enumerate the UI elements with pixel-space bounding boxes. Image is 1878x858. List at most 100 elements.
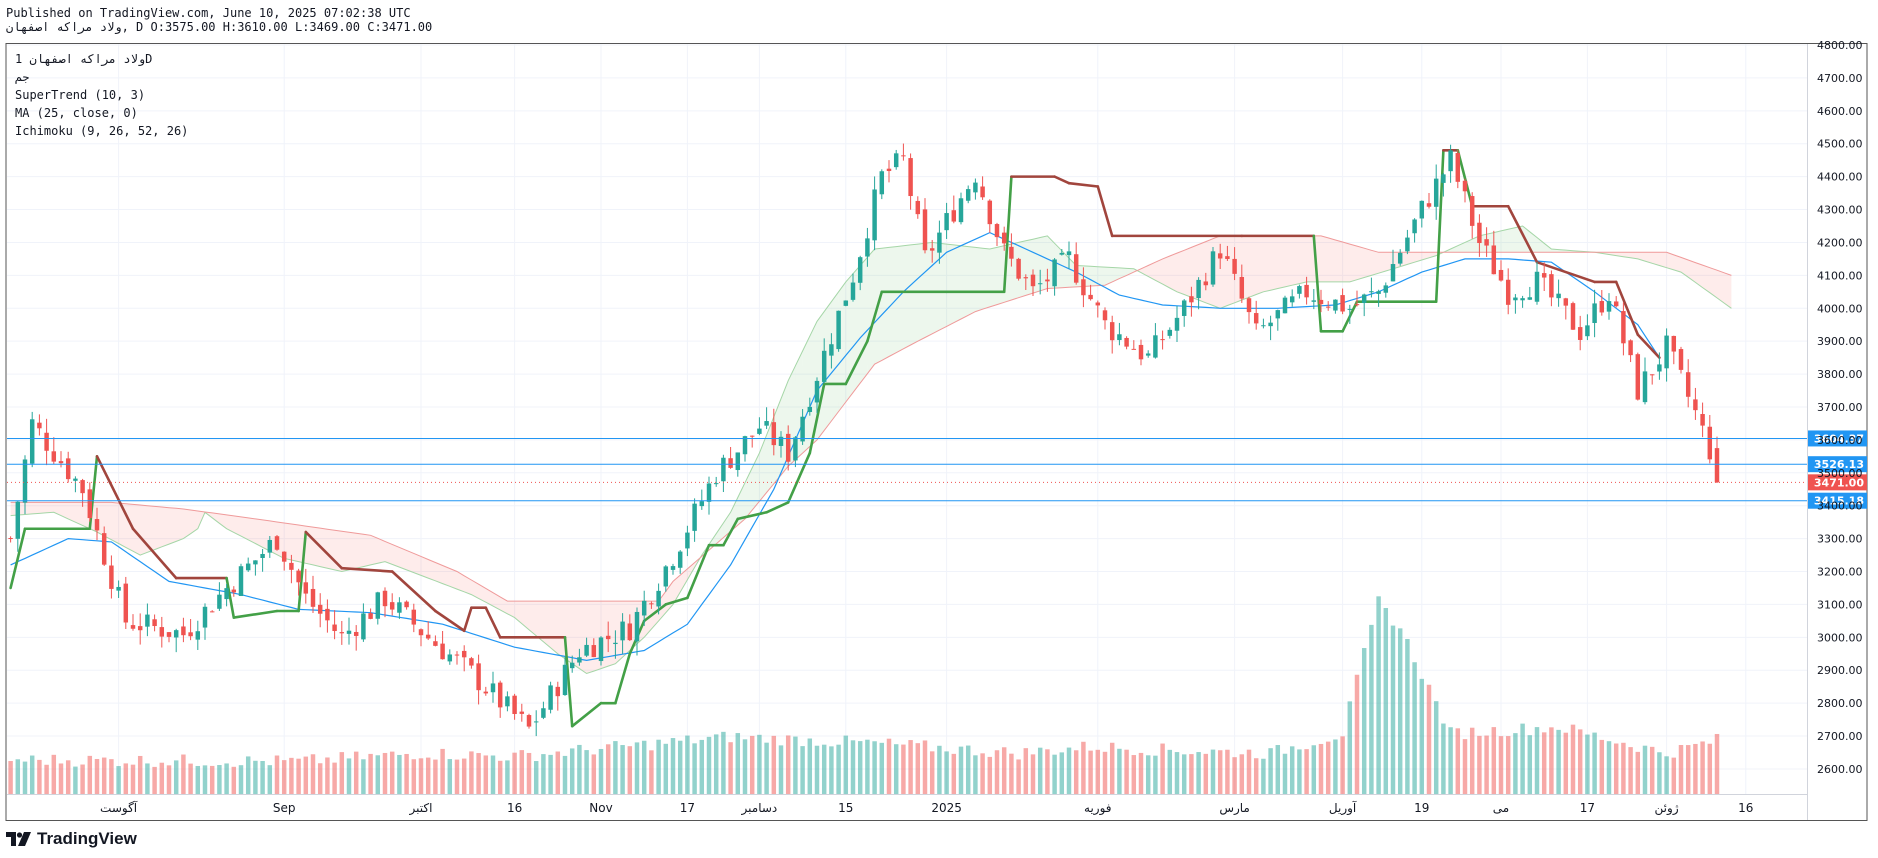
candle-body: [490, 683, 496, 693]
candle: [1261, 318, 1266, 329]
time-axis[interactable]: آگوست Sep اکتبر 16 Nov 17 دسامبر 15 2025 فوریه مار…: [100, 800, 1753, 816]
candle: [569, 655, 575, 673]
volume-bar: [1635, 751, 1641, 794]
price-axis[interactable]: 2600.00 2700.00 2800.00 2900.00 3000.00 3100.…: [1817, 39, 1863, 776]
cloud-segment: [1148, 262, 1156, 281]
price-tick-label: 3900.00: [1817, 335, 1863, 348]
candle: [1657, 352, 1662, 380]
legend-ichimoku[interactable]: Ichimoku (9, 26, 52, 26): [15, 124, 189, 138]
volume-bar: [1138, 752, 1144, 794]
cloud-segment: [284, 522, 292, 561]
tradingview-logo[interactable]: TradingView: [6, 829, 137, 849]
candle: [1124, 336, 1129, 350]
candle-body: [1037, 283, 1043, 285]
candle-body: [109, 565, 114, 589]
horizontal-line-label: 3604.37: [1814, 432, 1864, 445]
cloud-segment: [622, 601, 630, 658]
cloud-segment: [889, 246, 897, 357]
candle-body: [1095, 302, 1101, 306]
candle-body: [1441, 174, 1446, 183]
price-tick-label: 2900.00: [1817, 664, 1863, 677]
candles[interactable]: [8, 143, 1720, 737]
cloud-segment: [723, 512, 731, 538]
volume-bar: [15, 759, 21, 794]
symbol-ohlc-line: ولاد مراکه اصفهان, D O:3575.00 H:3610.00…: [6, 20, 433, 34]
cloud-segment: [1681, 257, 1689, 278]
candle-body: [1585, 325, 1590, 337]
volume-bar: [1505, 736, 1511, 794]
legend-ma[interactable]: MA (25, close, 0): [15, 106, 138, 120]
supertrend-segment: [614, 652, 632, 705]
candle-body: [958, 198, 964, 223]
volume-bar: [1397, 628, 1403, 794]
candle-body: [548, 685, 553, 710]
candle-body: [965, 189, 971, 201]
time-tick-label: 16: [507, 801, 522, 815]
cloud-segment: [1177, 250, 1185, 295]
time-tick-label: مارس: [1219, 801, 1250, 816]
cloud-segment: [752, 453, 760, 511]
candle: [8, 536, 13, 543]
volume-bar: [1196, 752, 1201, 794]
candle-body: [1347, 308, 1353, 310]
candle: [1462, 178, 1468, 203]
cloud-segment: [1465, 239, 1473, 253]
candle-body: [425, 634, 431, 639]
cloud-segment: [1364, 248, 1372, 278]
candle: [353, 625, 359, 651]
candle: [238, 563, 244, 596]
volume-bar: [1657, 752, 1662, 794]
candle: [397, 597, 402, 619]
candle-body: [361, 613, 366, 640]
supertrend-segment: [131, 527, 178, 580]
supertrend-segment: [462, 606, 473, 633]
legend-supertrend[interactable]: SuperTrend (10, 3): [15, 88, 146, 102]
candle: [1397, 249, 1403, 266]
candle-body: [130, 625, 136, 629]
cloud-segment: [1227, 235, 1235, 306]
candle-body: [1491, 245, 1497, 275]
cloud-segment: [255, 518, 263, 548]
candle: [310, 575, 316, 613]
candle-body: [987, 200, 993, 225]
candle-body: [44, 432, 49, 451]
candle: [1606, 293, 1612, 320]
candle-body: [310, 588, 316, 607]
cloud-segment: [399, 547, 407, 570]
volume-bar: [1606, 741, 1612, 794]
candle-body: [1289, 296, 1295, 303]
candle: [987, 199, 993, 233]
cloud-segment: [39, 502, 47, 514]
volume-bar: [1549, 727, 1554, 794]
cloud-segment: [881, 247, 889, 361]
candle: [1390, 249, 1396, 282]
supertrend-segment: [664, 596, 689, 606]
horizontal-lines[interactable]: 3604.37 3526.13 3415.18 3471.00: [7, 430, 1867, 509]
candle-body: [202, 606, 208, 628]
candle: [1289, 289, 1295, 307]
volume-bar: [1469, 727, 1475, 794]
candle-body: [1628, 340, 1633, 356]
candle: [685, 525, 690, 557]
candle-body: [397, 602, 402, 613]
candle: [152, 614, 157, 632]
volume-bar: [1023, 748, 1029, 794]
volume-bar: [51, 754, 57, 794]
price-tick-label: 3600.00: [1817, 434, 1863, 447]
candle: [649, 601, 654, 609]
volume-bar: [346, 758, 352, 794]
price-tick-label: 3800.00: [1817, 368, 1863, 381]
candle: [1491, 230, 1497, 275]
volume-bar: [951, 753, 957, 794]
candle: [1268, 315, 1273, 341]
candle-body: [713, 483, 719, 485]
candle: [1138, 339, 1144, 366]
volume-bar: [627, 746, 633, 794]
supertrend-segment: [786, 451, 812, 504]
volume-bar: [562, 755, 568, 794]
volume-bar: [1225, 749, 1230, 794]
legend-symbol: ولاد مراکه اصفهان 1D: [15, 52, 153, 66]
supertrend-segment: [570, 701, 603, 728]
volume-bar: [368, 753, 373, 794]
